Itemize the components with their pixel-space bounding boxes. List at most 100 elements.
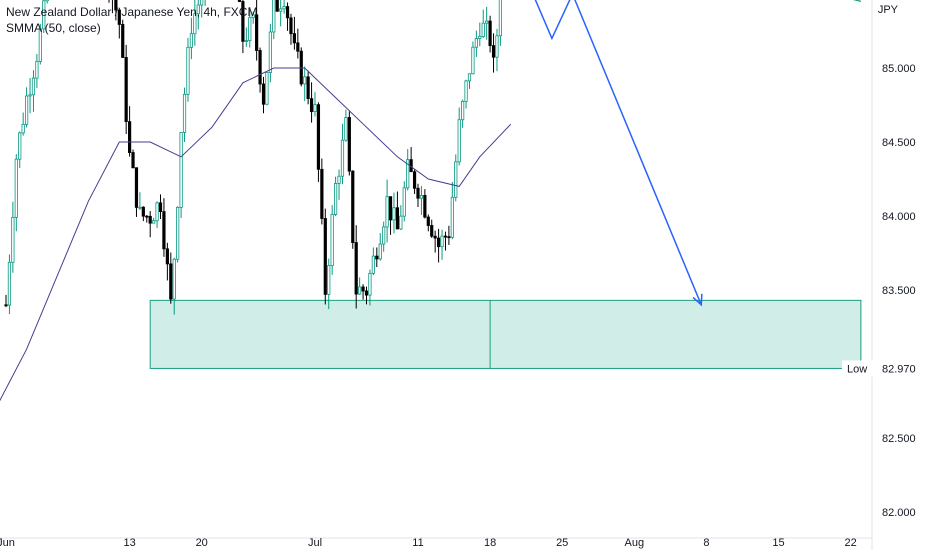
candle [114,0,118,21]
candle [162,198,166,257]
candle-body [416,187,420,199]
x-tick-label: 8 [703,537,709,549]
candle [31,70,36,112]
candle [4,294,8,308]
candle-body [237,0,242,2]
candle [347,111,351,176]
candle [244,27,248,47]
candle [436,228,441,263]
candle-body [117,9,121,25]
y-tick-label: 82.500 [882,433,916,445]
candle [399,205,403,231]
candle [258,47,262,93]
candle [117,7,121,39]
candle-body [189,33,193,48]
candle [464,79,468,109]
candle-body [474,38,478,48]
candle [433,230,437,253]
candle [364,286,369,305]
candle-body [399,215,403,230]
candle [392,192,396,234]
candle [388,196,393,235]
candle-body [292,33,297,44]
candle-body [7,261,12,306]
candle [485,6,489,40]
candle-body [457,119,461,163]
candle [255,0,259,61]
candle [45,0,49,4]
y-tick-label: 85.500 [882,0,916,1]
candle [371,247,375,276]
candle-body [251,14,255,19]
candle-body [158,202,163,213]
candle [138,192,142,210]
candle-body [406,159,410,189]
candle-body [378,243,382,260]
candle [196,0,200,30]
candle-body [461,100,465,121]
candle-body [200,0,204,6]
candle [237,0,242,3]
candle [200,0,204,18]
candle [402,181,406,222]
candle [172,257,176,315]
zones-layer [149,299,862,369]
candle [351,170,355,249]
candle-body [196,4,200,15]
smma-layer [0,67,512,402]
candle [368,269,372,306]
y-tick-label: 82.000 [882,507,916,519]
candle [265,72,269,106]
candle [395,191,400,230]
candle [457,107,461,166]
candle-body [272,0,276,33]
price-labels-layer: High86.811Low82.97085.89401:46:21 [842,360,932,377]
smma-line [0,67,512,402]
candle [165,242,169,281]
candle [14,154,18,232]
candle [412,169,417,195]
candle-body [131,152,135,169]
candle-body [261,83,266,105]
candle-body [375,255,379,260]
candle-body [303,76,307,85]
candle-body [18,132,22,160]
candle-body [289,17,293,35]
candle [443,231,448,251]
candle [303,66,307,102]
candle-body [182,93,187,133]
candle [35,54,39,88]
candle-body [172,258,176,300]
candle [361,284,365,300]
candle [169,252,173,304]
arrow-head-2 [692,293,703,307]
candle-body [491,45,496,58]
candle [309,82,314,123]
candle-body [395,207,400,230]
candle [275,0,279,12]
candle [182,87,187,143]
candle [430,219,434,238]
candle [24,87,29,128]
candle [454,154,458,202]
candle [450,181,454,240]
candle-body [45,0,49,2]
candle [474,30,478,57]
trendline-layer [852,0,862,3]
candle [272,0,276,40]
candle [423,189,427,219]
candle-body [388,196,393,221]
x-tick-label: 18 [484,537,496,549]
y-tick-label: 85.000 [882,63,916,75]
candle-body [38,28,42,62]
trendline [852,0,862,3]
candle-body [114,0,118,11]
candle [155,201,159,228]
y-tick-label: 83.500 [882,285,916,297]
candle [409,147,413,173]
axes-layer: 82.00082.50083.00083.50084.00084.50085.0… [0,0,916,550]
candle-body [313,104,317,113]
candle-body [176,206,180,260]
